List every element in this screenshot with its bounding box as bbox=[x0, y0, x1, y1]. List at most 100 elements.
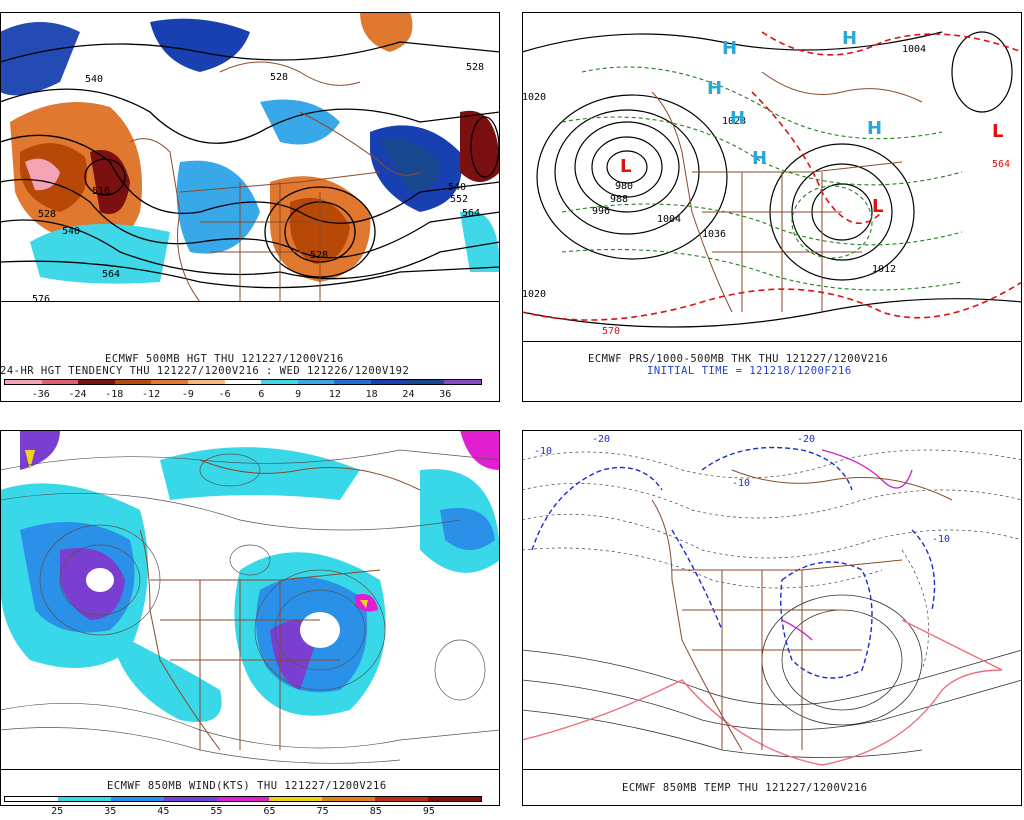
map-850-wind bbox=[0, 430, 500, 770]
tendency-tick-label: 18 bbox=[365, 389, 378, 400]
svg-text:1036: 1036 bbox=[702, 229, 726, 240]
svg-text:552: 552 bbox=[450, 194, 468, 205]
tendency-tick-label: 24 bbox=[402, 389, 415, 400]
panel-title: ECMWF 500MB HGT THU 121227/1200V216 bbox=[105, 353, 344, 365]
svg-text:540: 540 bbox=[85, 74, 103, 85]
pressure-centers: L L L H H H H H H bbox=[620, 28, 1003, 217]
low-center-atlantic: L bbox=[992, 121, 1003, 142]
svg-text:540: 540 bbox=[448, 182, 466, 193]
tendency-swatch bbox=[151, 380, 189, 384]
minus-10-isotherms bbox=[531, 446, 936, 679]
tendency-tick-label: -9 bbox=[181, 389, 194, 400]
caption-frame bbox=[522, 770, 1022, 806]
thickness-labels: 570 564 bbox=[602, 159, 1010, 337]
cold-isotherms bbox=[522, 449, 1022, 671]
wind-swatch bbox=[216, 797, 270, 801]
tendency-tick-label: 6 bbox=[258, 389, 265, 400]
caption-frame bbox=[0, 302, 500, 402]
panel-850mb-temp: -10 -20 -10 -10 -20 ECMWF 850MB TEMP THU… bbox=[522, 430, 1022, 806]
panel-title: ECMWF PRS/1000-500MB THK THU 121227/1200… bbox=[588, 353, 889, 365]
tendency-tick-label: -36 bbox=[31, 389, 50, 400]
wind-tick-label: 95 bbox=[422, 806, 435, 817]
high-center-plains: H bbox=[752, 148, 767, 169]
neg-tendency-se bbox=[460, 210, 500, 272]
map-850-temp: -10 -20 -10 -10 -20 bbox=[522, 430, 1022, 770]
svg-text:-20: -20 bbox=[797, 434, 815, 445]
low-center: L bbox=[620, 156, 631, 177]
tendency-swatch bbox=[297, 380, 335, 384]
map-frame bbox=[522, 430, 1022, 770]
svg-text:980: 980 bbox=[615, 181, 633, 192]
initial-time: INITIAL TIME = 121218/1200F216 bbox=[647, 365, 852, 377]
low-center-east: L bbox=[872, 196, 883, 217]
wind-swatch bbox=[428, 797, 482, 801]
svg-text:528: 528 bbox=[270, 72, 288, 83]
svg-text:1020: 1020 bbox=[522, 92, 546, 103]
wind-swatch bbox=[375, 797, 429, 801]
high-center-rockies: H bbox=[730, 108, 745, 129]
panel-subtitle: 24-HR HGT TENDENCY THU 121227/1200V216 :… bbox=[0, 365, 410, 377]
tendency-tick-label: 12 bbox=[328, 389, 341, 400]
tendency-tick-label: -12 bbox=[142, 389, 161, 400]
tendency-swatch bbox=[41, 380, 79, 384]
high-center-quebec: H bbox=[867, 118, 882, 139]
map-outline bbox=[129, 61, 421, 302]
svg-text:1004: 1004 bbox=[902, 44, 926, 55]
tendency-tick-label: -18 bbox=[105, 389, 124, 400]
tendency-tick-label: 36 bbox=[439, 389, 452, 400]
high-center-north: H bbox=[722, 38, 737, 59]
svg-text:1012: 1012 bbox=[872, 264, 896, 275]
tendency-tick-label: -24 bbox=[68, 389, 87, 400]
tendency-swatch bbox=[407, 380, 445, 384]
tendency-colorbar-labels: -36 -24 -18 -12 -9 -6 6 9 12 18 24 36 bbox=[4, 389, 482, 403]
tendency-swatch bbox=[188, 380, 225, 384]
svg-text:564: 564 bbox=[462, 208, 480, 219]
tendency-swatch bbox=[371, 380, 408, 384]
map-500mb: 516 528 540 564 576 528 540 552 564 528 … bbox=[0, 12, 500, 302]
wind-tick-label: 45 bbox=[157, 806, 170, 817]
svg-text:564: 564 bbox=[992, 159, 1010, 170]
map-outline bbox=[651, 469, 953, 751]
panel-850mb-wind: ECMWF 850MB WIND(KTS) THU 121227/1200V21… bbox=[0, 430, 500, 817]
svg-text:576: 576 bbox=[32, 294, 50, 302]
isotherm-labels: -10 -20 -10 -10 -20 bbox=[534, 434, 950, 545]
tendency-swatch bbox=[334, 380, 372, 384]
panel-pressure-thickness: 980 988 996 1004 1012 1020 1028 1036 101… bbox=[522, 12, 1022, 402]
svg-text:1020: 1020 bbox=[522, 289, 546, 300]
wind-tick-label: 85 bbox=[369, 806, 382, 817]
panel-title: ECMWF 850MB TEMP THU 121227/1200V216 bbox=[622, 782, 868, 794]
svg-text:564: 564 bbox=[102, 269, 120, 280]
warm-threshold-line bbox=[522, 619, 1003, 766]
map-pressure: 980 988 996 1004 1012 1020 1028 1036 101… bbox=[522, 12, 1022, 342]
neg-tendency-atlantic-core bbox=[380, 139, 440, 192]
isobar-labels: 980 988 996 1004 1012 1020 1028 1036 101… bbox=[522, 44, 926, 300]
high-center-canada: H bbox=[707, 78, 722, 99]
svg-text:-10: -10 bbox=[732, 478, 750, 489]
map-frame bbox=[522, 12, 1022, 342]
svg-text:1028: 1028 bbox=[722, 116, 746, 127]
map-frame bbox=[0, 12, 500, 302]
svg-text:570: 570 bbox=[602, 326, 620, 337]
wind-swatch bbox=[110, 797, 164, 801]
wind-colorbar-labels: 25 35 45 55 65 75 85 95 bbox=[4, 806, 482, 820]
wind-colorbar bbox=[4, 796, 482, 802]
map-outline bbox=[651, 71, 923, 313]
map-outline bbox=[139, 459, 421, 751]
thickness-green bbox=[561, 66, 963, 291]
high-center-arctic: H bbox=[842, 28, 857, 49]
svg-text:540: 540 bbox=[62, 226, 80, 237]
wind-tick-label: 35 bbox=[104, 806, 117, 817]
tendency-swatch bbox=[444, 380, 481, 384]
caption-frame bbox=[522, 342, 1022, 402]
freeze-line bbox=[781, 449, 913, 641]
tendency-tick-label: -6 bbox=[218, 389, 231, 400]
svg-text:1004: 1004 bbox=[657, 214, 681, 225]
svg-text:996: 996 bbox=[592, 206, 610, 217]
svg-text:-10: -10 bbox=[932, 534, 950, 545]
wind-tick-label: 75 bbox=[316, 806, 329, 817]
svg-text:516: 516 bbox=[92, 186, 110, 197]
panel-title: ECMWF 850MB WIND(KTS) THU 121227/1200V21… bbox=[107, 780, 387, 792]
wind-swatch bbox=[5, 797, 58, 801]
tendency-swatch bbox=[224, 380, 262, 384]
wind-tick-label: 65 bbox=[263, 806, 276, 817]
